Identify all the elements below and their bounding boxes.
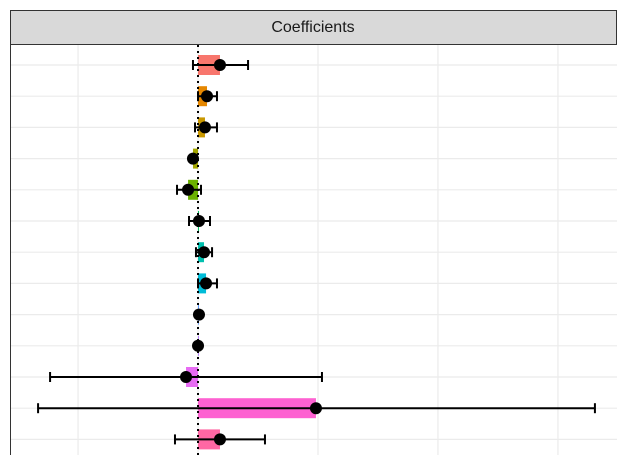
marks [37, 45, 596, 455]
point [182, 183, 195, 196]
point [192, 308, 205, 321]
grid [10, 45, 617, 455]
point [198, 121, 211, 134]
point [201, 90, 214, 103]
panel [10, 45, 617, 455]
point [180, 371, 193, 383]
point [200, 277, 213, 290]
point [186, 152, 199, 165]
point [309, 402, 322, 415]
point [213, 433, 226, 446]
point [192, 215, 205, 227]
point [213, 59, 226, 71]
chart-title: Coefficients [271, 19, 354, 36]
strip [10, 10, 617, 45]
point [198, 246, 211, 259]
point [192, 339, 205, 352]
